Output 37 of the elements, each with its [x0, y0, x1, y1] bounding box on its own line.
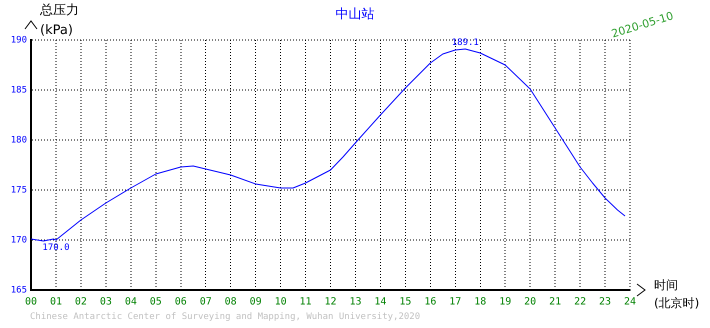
y-tick-label: 185 [10, 85, 27, 96]
x-tick-label: 24 [624, 296, 636, 308]
x-tick-label: 04 [124, 296, 137, 308]
x-tick-label: 18 [474, 296, 486, 308]
x-tick-label: 21 [549, 296, 562, 308]
x-tick-label: 03 [100, 296, 112, 308]
y-axis-title: 总压力 (kPa) [40, 2, 79, 40]
x-tick-label: 00 [24, 296, 38, 308]
x-tick-label: 14 [374, 296, 386, 308]
y-tick-label: 170 [10, 235, 27, 246]
x-tick-label: 17 [449, 296, 462, 308]
x-tick-label: 11 [300, 296, 312, 308]
x-tick-label: 20 [524, 296, 536, 308]
chart-title: 中山站 [336, 7, 374, 22]
x-tick-label: 12 [324, 296, 337, 308]
x-tick-label: 09 [250, 296, 262, 308]
x-tick-label: 19 [499, 296, 512, 308]
annotation: 189.1 [452, 38, 479, 48]
y-tick-label: 190 [10, 35, 27, 46]
y-tick-label: 175 [10, 185, 27, 196]
x-tick-label: 06 [174, 296, 187, 308]
x-tick-label: 08 [224, 296, 237, 308]
x-tick-label: 05 [150, 296, 162, 308]
text: Chinese Antarctic Center of Surveying and Mapping, Wuhan University,2020 [30, 312, 420, 322]
x-tick-label: 13 [349, 296, 362, 308]
x-tick-label: 23 [599, 296, 612, 308]
x-tick-label: 22 [574, 296, 586, 308]
x-tick-label: 02 [74, 296, 87, 308]
x-axis-title: 时间 (北京时) [654, 277, 700, 312]
y-tick-label: 180 [10, 135, 27, 146]
x-tick-label: 01 [50, 296, 62, 308]
annotation: 170.0 [42, 242, 70, 253]
x-tick-label: 16 [424, 296, 436, 308]
y-tick-label: 165 [10, 285, 27, 296]
x-tick-label: 10 [274, 296, 287, 308]
x-tick-label: 15 [399, 296, 412, 308]
x-tick-label: 07 [200, 296, 212, 308]
